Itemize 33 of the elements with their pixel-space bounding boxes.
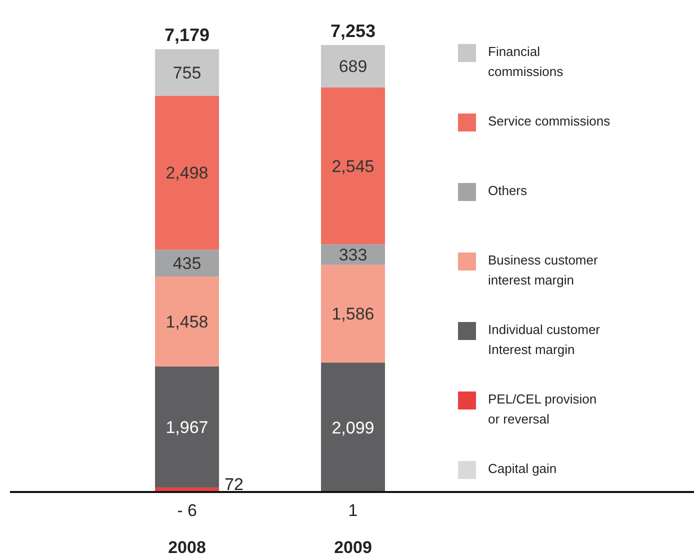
bar [155,49,219,96]
legend-label: PEL/CEL provision or reversal [488,392,597,426]
data-label: 1,586 [332,304,374,324]
data-label: 2,099 [332,418,374,438]
data-label: 2,498 [166,164,208,183]
legend-label: Business customer interest margin [488,252,598,288]
bar [155,250,219,276]
data-label: 72 [224,475,244,494]
data-label: 755 [172,63,202,82]
legend-label: Others [488,183,528,198]
x-tick-label: 2008 [168,538,206,555]
data-label: 689 [338,57,368,76]
data-label: 435 [172,254,202,274]
x-tick-label: 2009 [334,538,372,555]
legend-label: Individual customer Interest margin [488,322,601,357]
legend-label: Capital gain [488,461,557,476]
total-label: 7,253 [330,21,376,41]
legend-label: Service commissions [488,114,611,128]
bar [155,366,219,488]
data-label: 2,545 [332,156,374,176]
data-label: 333 [338,246,368,265]
bar [321,264,385,363]
bar [321,362,385,492]
bar [155,96,219,250]
bar [321,45,385,88]
total-label: 7,179 [164,25,210,46]
data-label: - 6 [177,501,197,520]
bar [321,87,385,244]
legend-label: Financial commissions [488,44,564,79]
data-label: 1,967 [166,418,208,437]
data-label: 1,458 [166,312,208,332]
data-label: 1 [348,501,358,520]
bar [155,276,219,366]
